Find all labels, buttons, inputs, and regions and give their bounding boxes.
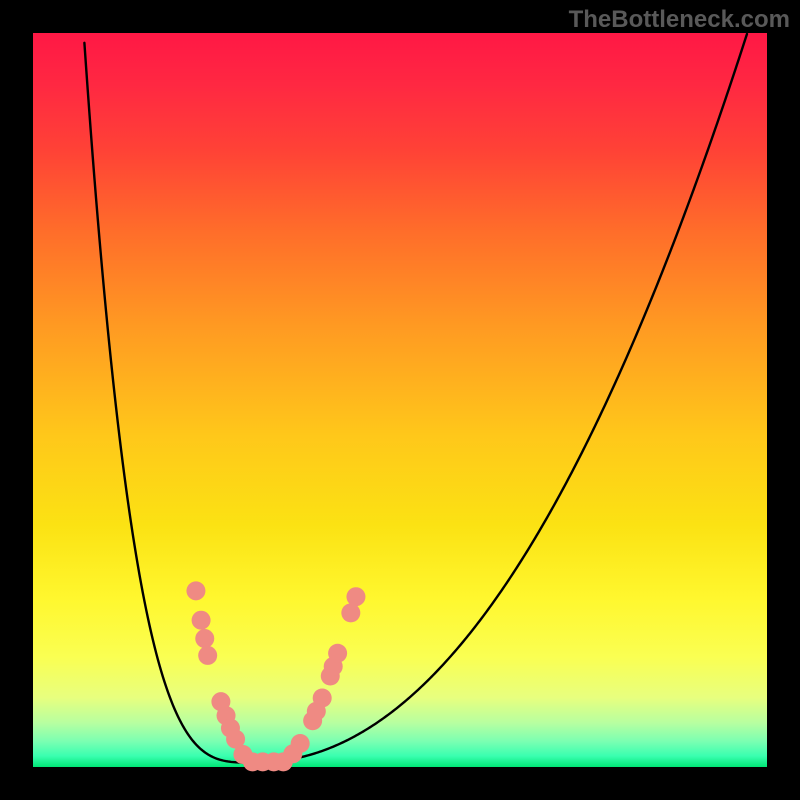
bottleneck-curve [84, 34, 747, 763]
data-markers-layer [186, 581, 365, 771]
watermark-text: TheBottleneck.com [569, 6, 790, 34]
data-marker [346, 587, 365, 606]
data-marker [198, 646, 217, 665]
data-marker [313, 689, 332, 708]
chart-overlay-svg [0, 0, 800, 800]
data-marker [341, 603, 360, 622]
data-marker [192, 611, 211, 630]
bottleneck-curve-layer [84, 34, 747, 763]
data-marker [195, 629, 214, 648]
data-marker [186, 581, 205, 600]
chart-stage: TheBottleneck.com [0, 0, 800, 800]
data-marker [291, 734, 310, 753]
data-marker [328, 644, 347, 663]
